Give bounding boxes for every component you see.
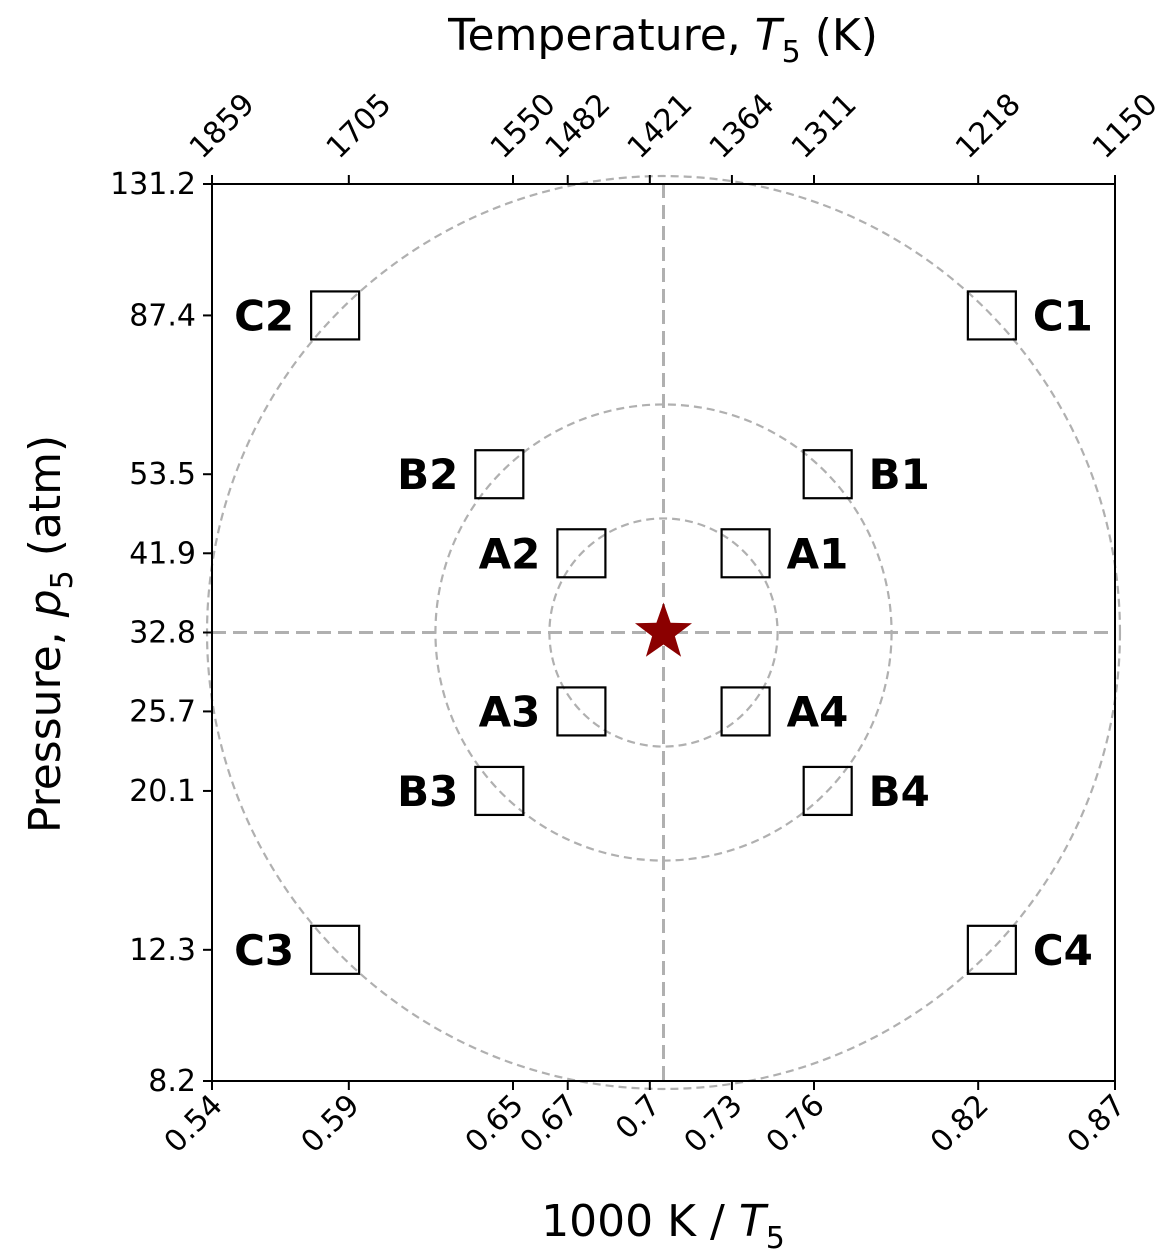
point-marker-A3 xyxy=(556,686,607,737)
point-marker-A4 xyxy=(720,686,771,737)
top-tick-label: 1311 xyxy=(785,87,864,166)
point-label-B2: B2 xyxy=(397,450,458,499)
y-tick-label: 32.8 xyxy=(129,616,196,651)
point-label-A3: A3 xyxy=(479,687,541,736)
x-tick-label: 0.59 xyxy=(294,1088,366,1160)
center-star xyxy=(635,602,692,657)
point-marker-B2 xyxy=(474,449,525,500)
point-marker-A2 xyxy=(556,528,607,579)
circle-B xyxy=(434,403,893,862)
point-marker-B4 xyxy=(802,765,853,817)
point-label-C3: C3 xyxy=(234,926,294,975)
y-tick-label: 12.3 xyxy=(129,933,196,968)
x-tick-label: 0.76 xyxy=(760,1088,832,1160)
x-tick-label: 0.65 xyxy=(459,1088,531,1160)
point-label-B1: B1 xyxy=(869,450,930,499)
y-tick-label: 8.2 xyxy=(148,1064,196,1099)
y-tick-label: 87.4 xyxy=(129,298,196,333)
top-tick-label: 1482 xyxy=(539,87,618,166)
top-tick-label: 1859 xyxy=(183,87,262,166)
point-marker-B3 xyxy=(474,765,525,817)
top-tick-label: 1218 xyxy=(949,87,1028,166)
x-tick-label: 0.87 xyxy=(1061,1088,1133,1160)
x-tick-label: 0.7 xyxy=(609,1088,667,1146)
point-marker-C3 xyxy=(310,924,361,975)
x-axis-title: 1000 K / T5 xyxy=(541,1196,785,1256)
y-tick-label: 41.9 xyxy=(129,536,196,571)
point-label-C2: C2 xyxy=(234,291,294,340)
y-tick-label: 25.7 xyxy=(129,694,196,729)
point-marker-C1 xyxy=(966,290,1017,341)
y-tick-label: 20.1 xyxy=(129,774,196,809)
point-marker-B1 xyxy=(802,449,853,500)
y-tick-label: 53.5 xyxy=(129,457,196,492)
y-axis-title: Pressure, p5 (atm) xyxy=(20,435,80,833)
data-points: A1 A2 A3 A4 B1 B2 B3 B4 C1 C2 C3 C4 xyxy=(234,290,1093,975)
point-label-B3: B3 xyxy=(397,767,458,816)
point-label-C4: C4 xyxy=(1033,926,1093,975)
top-tick-label: 1150 xyxy=(1086,87,1158,166)
point-label-A2: A2 xyxy=(479,529,541,578)
top-tick-label: 1421 xyxy=(621,87,700,166)
point-label-B4: B4 xyxy=(869,767,930,816)
point-marker-A1 xyxy=(720,528,771,579)
y-tick-label: 131.2 xyxy=(110,167,196,202)
point-label-A1: A1 xyxy=(787,529,849,578)
point-marker-C2 xyxy=(310,290,361,341)
top-axis-title: Temperature, T5 (K) xyxy=(447,10,878,70)
x-tick-label: 0.82 xyxy=(924,1088,996,1160)
point-label-A4: A4 xyxy=(787,687,849,736)
center-star-marker xyxy=(635,602,692,657)
point-label-C1: C1 xyxy=(1033,291,1093,340)
point-marker-C4 xyxy=(966,924,1017,975)
x-tick-label: 0.73 xyxy=(678,1088,750,1160)
top-tick-label: 1705 xyxy=(320,87,399,166)
circle-A xyxy=(548,517,779,748)
top-tick-label: 1364 xyxy=(703,87,782,166)
x-tick-label: 0.67 xyxy=(513,1088,585,1160)
